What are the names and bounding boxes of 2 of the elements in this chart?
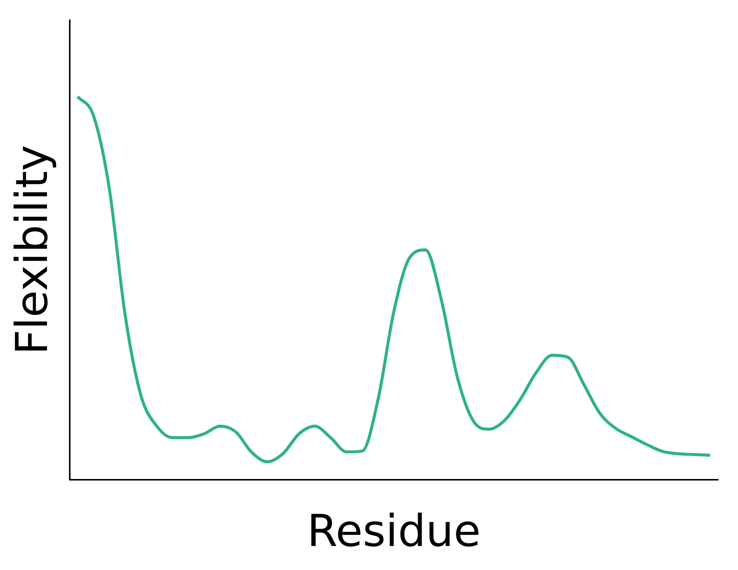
x-axis-title: Residue: [307, 506, 481, 558]
y-axis-title: Flexibility: [6, 144, 58, 355]
